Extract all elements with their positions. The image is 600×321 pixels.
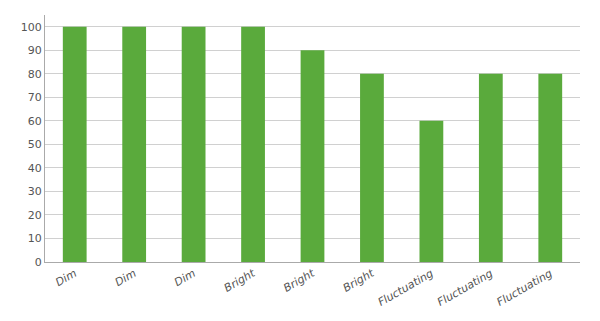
svg-text:30: 30 [28,185,42,198]
svg-text:Bright: Bright [281,266,317,294]
svg-text:80: 80 [28,68,42,81]
svg-text:50: 50 [28,138,42,151]
svg-text:90: 90 [28,44,42,57]
svg-text:20: 20 [28,209,42,222]
svg-text:Bright: Bright [341,266,377,294]
svg-text:40: 40 [28,162,42,175]
svg-text:60: 60 [28,115,42,128]
svg-text:100: 100 [21,21,42,34]
svg-text:Dim: Dim [53,267,79,289]
svg-text:Fluctuating: Fluctuating [495,267,555,309]
svg-text:70: 70 [28,91,42,104]
svg-text:10: 10 [28,232,42,245]
svg-text:Dim: Dim [172,267,198,289]
svg-text:Fluctuating: Fluctuating [376,267,436,309]
svg-text:Fluctuating: Fluctuating [435,267,495,309]
svg-text:Bright: Bright [222,266,258,294]
svg-text:Dim: Dim [113,267,139,289]
svg-text:0: 0 [35,256,42,269]
